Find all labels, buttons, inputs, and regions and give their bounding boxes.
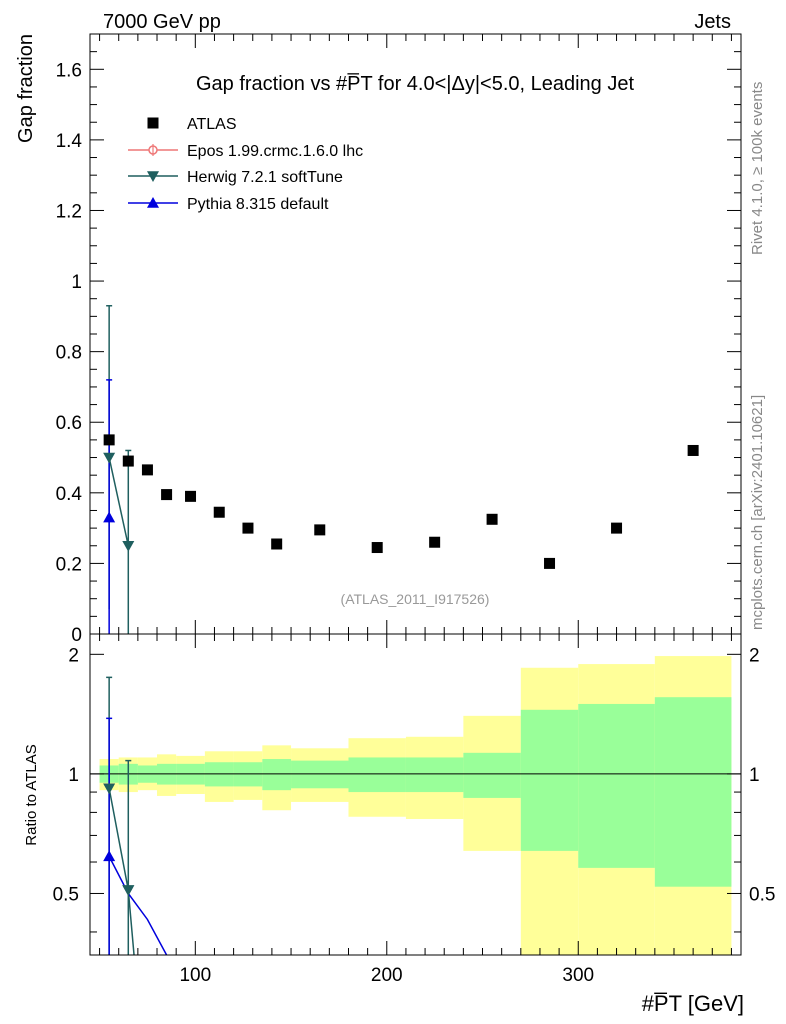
ratio-band-inner <box>348 757 406 793</box>
ratio-band-inner <box>291 760 349 789</box>
x-tick-label: 200 <box>371 965 403 986</box>
x-tick-label: 300 <box>562 965 594 986</box>
ratio-band-inner <box>262 759 292 791</box>
ratio-y-tick-label-left: 1 <box>68 765 79 786</box>
ratio-y-tick-label-left: 0.5 <box>53 884 79 905</box>
top-y-tick-label: 0.2 <box>56 554 82 575</box>
atlas-point <box>611 522 623 534</box>
legend-entry: Epos 1.99.crmc.1.6.0 lhc <box>128 143 363 160</box>
legend: ATLAS Epos 1.99.crmc.1.6.0 lhc Herwig 7.2.… <box>128 116 363 213</box>
legend-pythia-marker <box>147 197 159 208</box>
legend-herwig-marker <box>147 171 159 182</box>
atlas-point <box>103 434 115 446</box>
top-y-axis-title: Gap fraction <box>15 34 37 143</box>
herwig-ratio-point <box>122 885 135 897</box>
legend-entry: Herwig 7.2.1 softTune <box>128 169 343 186</box>
atlas-point <box>185 490 197 502</box>
atlas-point <box>429 536 441 548</box>
mcplots-label: mcplots.cern.ch [arXiv:2401.10621] <box>749 395 766 630</box>
herwig-ratio-point <box>103 783 116 795</box>
ratio-y-axis-title: Ratio to ATLAS <box>23 744 40 845</box>
top-y-tick-label: 1.6 <box>56 60 82 81</box>
top-y-tick-label: 1 <box>71 272 82 293</box>
ratio-band-inner <box>578 703 655 868</box>
ratio-plot-frame <box>89 633 742 956</box>
pythia-ratio-line <box>108 856 168 955</box>
ratio-band-inner <box>654 697 732 887</box>
plot-title: Gap fraction vs #P̅T for 4.0<|Δy|<5.0, L… <box>196 72 635 95</box>
analysis-id-label: (ATLAS_2011_I917526) <box>341 591 490 607</box>
atlas-point <box>371 542 383 554</box>
ratio-band-inner <box>405 757 464 793</box>
ratio-y-tick-label-right: 1 <box>749 765 760 786</box>
legend-entry: Pythia 8.315 default <box>128 196 329 213</box>
legend-label: Herwig 7.2.1 softTune <box>187 169 343 186</box>
pythia-point <box>103 511 116 523</box>
x-tick-label: 100 <box>179 965 211 986</box>
atlas-point <box>161 489 173 501</box>
ratio-band-inner <box>463 752 521 798</box>
top-y-tick-label: 0.6 <box>56 413 82 434</box>
herwig-point <box>122 540 135 552</box>
ratio-y-tick-label-right: 2 <box>749 645 760 666</box>
atlas-point <box>486 513 498 525</box>
legend-label: Epos 1.99.crmc.1.6.0 lhc <box>187 143 363 160</box>
atlas-point <box>122 455 134 467</box>
ratio-band-inner <box>520 709 579 851</box>
atlas-point <box>242 522 254 534</box>
header-jets-label: Jets <box>694 11 731 33</box>
ratio-y-tick-label-left: 2 <box>68 645 79 666</box>
top-y-tick-label: 1.2 <box>56 201 82 222</box>
legend-entry: ATLAS <box>147 116 237 133</box>
herwig-ratio-line <box>108 788 135 955</box>
legend-atlas-marker <box>147 117 159 129</box>
legend-label: ATLAS <box>187 116 237 133</box>
top-y-tick-label: 0 <box>71 625 82 646</box>
pythia-ratio-point <box>103 850 116 862</box>
top-y-tick-label: 0.4 <box>56 484 83 505</box>
header-energy-label: 7000 GeV pp <box>103 11 221 33</box>
herwig-line <box>108 457 130 546</box>
atlas-point <box>141 464 153 476</box>
x-axis-title: #P̅T [GeV] <box>642 991 744 1016</box>
atlas-point <box>314 524 326 536</box>
atlas-point <box>271 538 283 550</box>
herwig-point <box>103 452 116 464</box>
rivet-version-label: Rivet 4.1.0, ≥ 100k events <box>749 82 766 255</box>
atlas-point <box>687 444 699 456</box>
ratio-y-tick-label-right: 0.5 <box>749 884 775 905</box>
atlas-point <box>544 557 556 569</box>
top-y-tick-label: 0.8 <box>56 343 82 364</box>
top-y-tick-label: 1.4 <box>56 131 83 152</box>
legend-label: Pythia 8.315 default <box>187 196 329 213</box>
atlas-point <box>213 506 225 518</box>
